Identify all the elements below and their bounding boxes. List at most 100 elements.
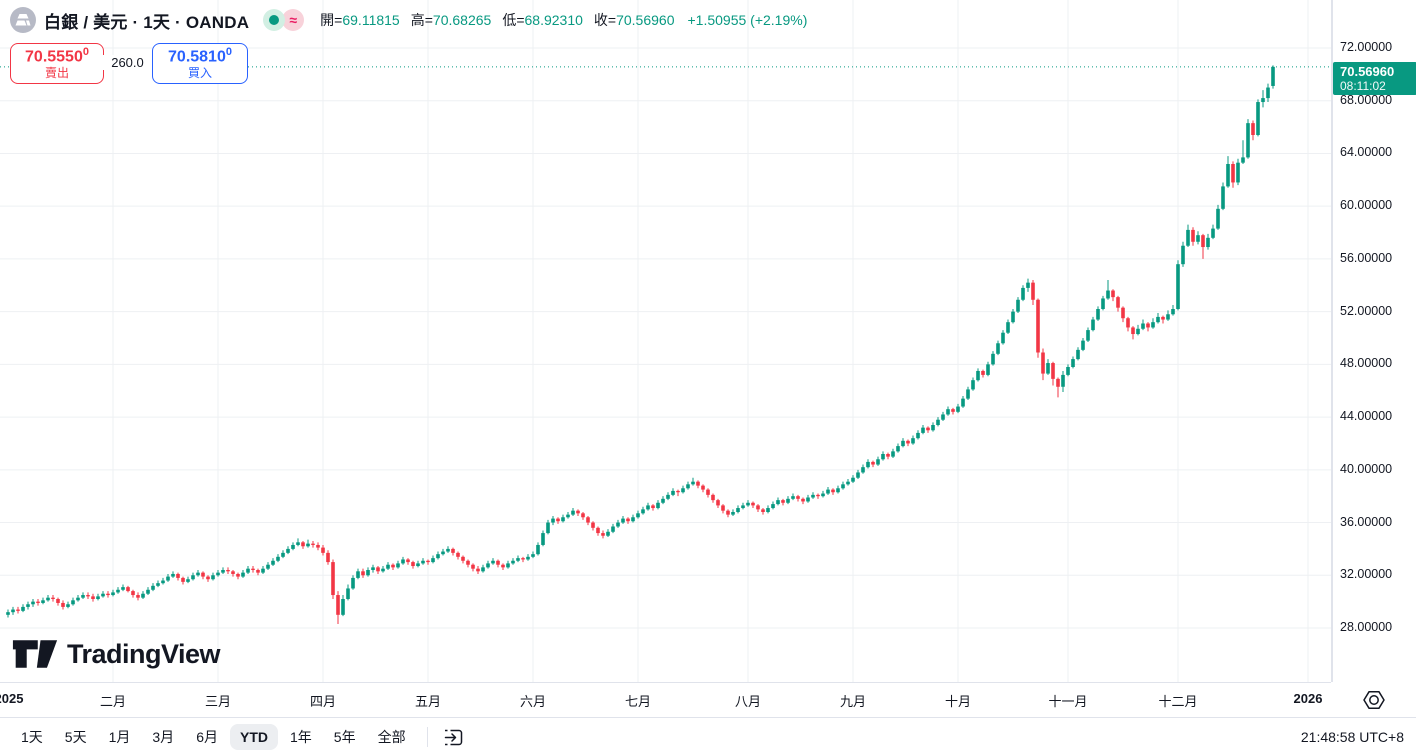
price-axis-label: 48.00000: [1340, 356, 1393, 371]
candle-up: [1006, 319, 1010, 335]
ohlc-high: 高=70.68265: [410, 12, 492, 28]
candle-down: [701, 484, 705, 493]
candle-down: [556, 517, 560, 524]
candle-down: [601, 530, 605, 539]
candle-up: [341, 595, 345, 617]
candle-up: [1196, 231, 1200, 245]
candle-down: [521, 556, 525, 563]
price-scale-settings-icon[interactable]: [1362, 689, 1386, 711]
candle-up: [141, 591, 145, 599]
candle-up: [116, 587, 120, 594]
candle-down: [1126, 316, 1130, 332]
tradingview-logo-icon: [12, 640, 58, 668]
range-all-button[interactable]: 全部: [368, 722, 416, 752]
time-axis-label: 2025: [0, 691, 24, 706]
range-3m-button[interactable]: 3月: [142, 722, 184, 752]
range-5y-button[interactable]: 5年: [324, 722, 366, 752]
sell-button[interactable]: 70.55500 賣出: [10, 43, 104, 84]
candle-down: [471, 563, 475, 572]
candle-up: [186, 576, 190, 584]
delayed-data-icon[interactable]: ≈: [282, 9, 305, 31]
range-1m-button[interactable]: 1月: [99, 722, 141, 752]
candle-down: [451, 547, 455, 556]
candle-up: [26, 601, 30, 610]
candle-up: [1021, 285, 1025, 302]
chart-pane[interactable]: TradingView 白銀 / 美元 · 1天 · OANDA ≈ 開=69.…: [0, 0, 1332, 682]
candle-down: [886, 452, 890, 460]
candle-down: [1051, 361, 1055, 386]
candle-up: [191, 572, 195, 581]
candle-down: [251, 566, 255, 573]
go-to-date-button[interactable]: [438, 724, 469, 751]
candle-up: [1246, 119, 1250, 159]
candle-up: [686, 481, 690, 490]
candle-down: [326, 550, 330, 565]
price-axis[interactable]: 70.56960 08:11:02 72.00000 68.00000 64.000…: [1332, 0, 1416, 716]
candle-up: [156, 580, 160, 588]
candle-up: [736, 505, 740, 514]
candle-up: [1136, 324, 1140, 336]
candle-down: [586, 515, 590, 526]
candle-down: [231, 570, 235, 577]
candle-down: [1231, 161, 1235, 188]
candle-up: [1141, 319, 1145, 331]
chart-canvas[interactable]: [0, 0, 1331, 682]
candle-up: [776, 497, 780, 506]
candle-up: [1061, 370, 1065, 393]
range-6m-button[interactable]: 6月: [186, 722, 228, 752]
range-ytd-button[interactable]: YTD: [229, 724, 278, 750]
candle-up: [171, 571, 175, 578]
candle-up: [741, 502, 745, 510]
tradingview-logo[interactable]: TradingView: [12, 636, 221, 672]
candle-up: [281, 550, 285, 559]
candle-up: [606, 529, 610, 538]
candle-down: [761, 508, 765, 515]
candle-down: [1041, 348, 1045, 381]
market-status-icon[interactable]: [263, 9, 286, 31]
candle-down: [206, 575, 210, 582]
buy-button[interactable]: 70.58100 買入: [152, 43, 248, 84]
candle-up: [11, 606, 15, 615]
candle-down: [756, 504, 760, 512]
range-1y-button[interactable]: 1年: [280, 722, 322, 752]
candle-up: [866, 459, 870, 469]
candle-up: [276, 554, 280, 563]
candle-down: [676, 489, 680, 497]
candle-up: [806, 494, 810, 503]
candle-up: [621, 515, 625, 524]
symbol-logo-icon[interactable]: [10, 7, 36, 33]
candle-up: [611, 523, 615, 534]
calendar-arrow-icon: [444, 729, 462, 745]
buy-price: 70.58100: [168, 46, 232, 66]
candle-up: [396, 560, 400, 569]
candle-up: [511, 558, 515, 565]
candle-up: [166, 573, 170, 582]
candle-up: [151, 583, 155, 592]
ohlc-change: +1.50955 (+2.19%): [687, 12, 808, 28]
candle-down: [461, 555, 465, 564]
candle-down: [411, 560, 415, 569]
candle-up: [1211, 224, 1215, 240]
time-axis[interactable]: 2025 二月 三月 四月 五月 六月 七月 八月 九月 十月 十一月 十二月 2026: [0, 682, 1331, 717]
candle-down: [466, 559, 470, 568]
range-1d-button[interactable]: 1天: [11, 722, 53, 752]
candle-up: [881, 451, 885, 461]
session-clock[interactable]: 21:48:58 UTC+8: [1300, 729, 1404, 745]
candle-down: [626, 517, 630, 524]
candle-up: [421, 558, 425, 565]
candle-up: [616, 519, 620, 528]
candle-up: [666, 492, 670, 501]
candle-up: [31, 599, 35, 607]
candle-up: [846, 479, 850, 486]
candle-down: [131, 589, 135, 598]
candle-up: [1086, 327, 1090, 342]
time-axis-label: 2026: [1293, 691, 1323, 706]
candle-up: [436, 551, 440, 560]
range-5d-button[interactable]: 5天: [55, 722, 97, 752]
symbol-title[interactable]: 白銀 / 美元 · 1天 · OANDA: [44, 12, 250, 32]
candle-down: [1056, 377, 1060, 398]
candle-down: [831, 488, 835, 495]
candle-down: [581, 512, 585, 520]
price-axis-label: 56.00000: [1340, 250, 1393, 265]
candle-up: [431, 555, 435, 564]
